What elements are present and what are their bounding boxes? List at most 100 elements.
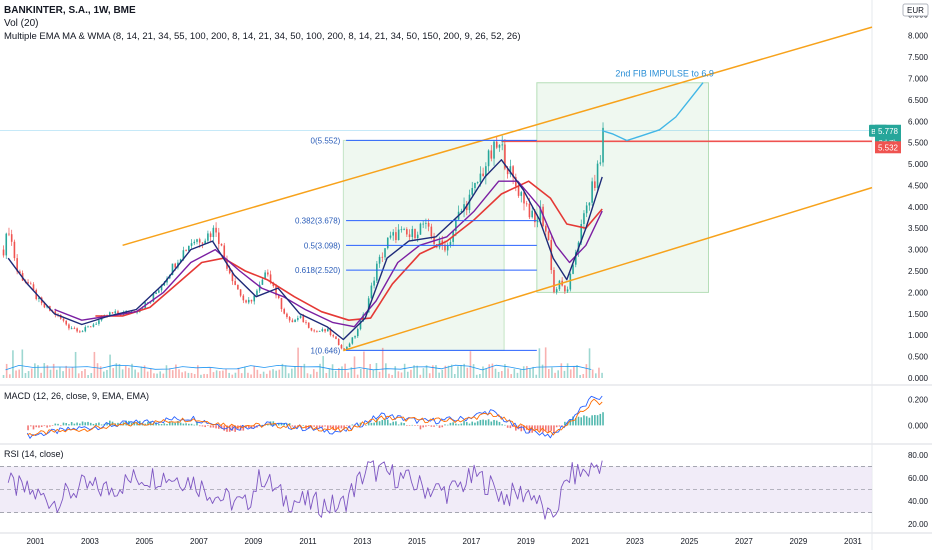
volume-bar: [582, 374, 585, 378]
volume-bar: [90, 373, 93, 378]
price-candle: [239, 289, 242, 296]
time-axis-tick: 2011: [299, 537, 317, 546]
price-candle: [318, 331, 321, 332]
macd-histogram-bar: [223, 425, 226, 431]
time-axis-tick: 2007: [190, 537, 208, 546]
volume-bar: [591, 369, 594, 378]
ma-indicator-label[interactable]: Multiple EMA MA & WMA (8, 14, 21, 34, 55…: [4, 31, 521, 42]
volume-bar: [175, 364, 177, 378]
price-axis-tick: 7.000: [908, 74, 929, 83]
volume-bar: [93, 351, 96, 378]
macd-histogram-bar: [588, 417, 591, 426]
volume-bar: [12, 350, 14, 378]
price-candle: [109, 312, 111, 316]
price-candle: [348, 343, 351, 347]
macd-histogram-bar: [574, 418, 577, 426]
price-candle: [376, 263, 378, 281]
macd-histogram-bar: [474, 422, 476, 426]
macd-histogram-bar: [446, 424, 449, 426]
price-candle: [370, 285, 373, 299]
price-candle: [501, 144, 503, 146]
volume-indicator-label[interactable]: Vol (20): [4, 18, 39, 29]
macd-histogram-bar: [201, 425, 204, 427]
price-candle: [179, 259, 182, 263]
time-axis-tick: 2009: [245, 537, 263, 546]
macd-histogram-bar: [152, 423, 155, 426]
volume-bar: [419, 374, 422, 378]
volume-bar: [112, 368, 115, 378]
macd-histogram-bar: [190, 423, 193, 426]
time-axis-tick: 2001: [27, 537, 45, 546]
macd-histogram-bar: [414, 425, 416, 426]
macd-histogram-bar: [436, 424, 438, 426]
price-candle: [209, 233, 212, 238]
macd-histogram-bar: [416, 425, 419, 426]
price-candle: [534, 210, 536, 223]
volume-bar: [203, 373, 205, 378]
price-candle: [321, 329, 324, 332]
price-candle: [476, 182, 479, 183]
macd-histogram-bar: [359, 422, 362, 426]
volume-bar: [153, 373, 155, 378]
macd-histogram-bar: [506, 425, 509, 428]
volume-bar: [291, 368, 293, 378]
price-candle: [250, 299, 253, 302]
macd-histogram-bar: [583, 415, 585, 426]
volume-bar: [218, 371, 221, 378]
macd-histogram-bar: [267, 423, 269, 426]
volume-bar: [560, 363, 563, 378]
macd-histogram-bar: [32, 425, 35, 430]
macd-histogram-bar: [160, 424, 163, 426]
volume-bar: [403, 363, 406, 378]
volume-bar: [519, 369, 522, 378]
price-candle: [545, 225, 547, 232]
macd-histogram-bar: [226, 425, 228, 432]
volume-bar: [406, 371, 409, 378]
price-candle: [5, 233, 8, 256]
macd-histogram-bar: [193, 424, 196, 426]
symbol-title[interactable]: BANKINTER, S.A., 1W, BME: [4, 5, 136, 16]
macd-histogram-bar: [228, 425, 231, 432]
volume-bar: [256, 369, 259, 378]
price-axis-tick: 6.500: [908, 96, 929, 105]
volume-bar: [547, 369, 550, 378]
volume-bar: [165, 365, 168, 378]
volume-bar: [228, 372, 230, 378]
volume-bar: [131, 363, 133, 378]
volume-bar: [99, 366, 102, 378]
macd-histogram-bar: [307, 425, 310, 429]
time-axis-tick: 2005: [136, 537, 154, 546]
volume-bar: [121, 369, 124, 378]
fib-level-label: 1(0.646): [311, 346, 341, 355]
volume-bar: [21, 349, 24, 378]
volume-bar: [259, 373, 262, 378]
volume-bar: [472, 364, 475, 378]
price-axis-tick: 1.500: [908, 310, 929, 319]
macd-histogram-bar: [517, 425, 520, 430]
macd-histogram-bar: [335, 425, 337, 431]
volume-bar: [338, 368, 340, 378]
volume-bar: [18, 369, 20, 378]
volume-bar: [400, 372, 403, 378]
price-candle: [286, 313, 288, 318]
price-candle: [253, 295, 256, 302]
ema-fast-line: [7, 159, 603, 341]
volume-bar: [253, 366, 256, 378]
macd-histogram-bar: [81, 421, 84, 426]
price-candle: [346, 346, 348, 350]
price-candle: [324, 329, 326, 332]
volume-bar: [363, 351, 365, 378]
macd-histogram-bar: [79, 423, 81, 426]
macd-histogram-bar: [444, 424, 446, 426]
macd-histogram-bar: [365, 425, 367, 426]
macd-histogram-bar: [87, 421, 89, 426]
volume-bar: [71, 367, 74, 378]
price-axis-tick: 8.000: [908, 32, 929, 41]
macd-histogram-bar: [247, 425, 250, 428]
macd-histogram-bar: [381, 419, 384, 426]
macd-histogram-bar: [283, 422, 285, 426]
price-candle: [408, 234, 411, 238]
time-axis-tick: 2027: [735, 537, 753, 546]
macd-histogram-bar: [316, 425, 318, 429]
